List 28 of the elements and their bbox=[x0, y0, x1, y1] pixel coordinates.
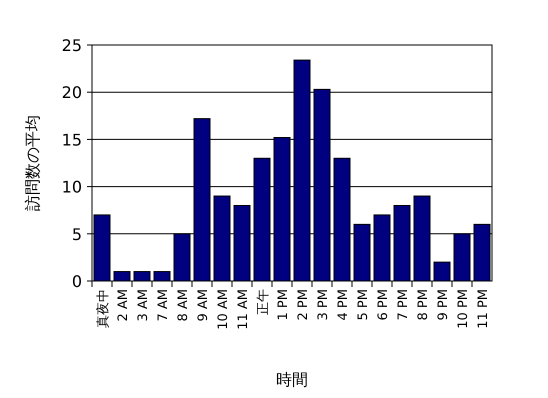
x-tick-label: 11 PM bbox=[476, 289, 491, 329]
x-tick-label: 1 PM bbox=[276, 289, 291, 320]
x-tick-label: 8 PM bbox=[416, 289, 431, 320]
x-tick-label: 4 PM bbox=[336, 289, 351, 320]
x-tick-label: 7 AM bbox=[156, 289, 171, 322]
x-tick-label: 5 PM bbox=[356, 289, 371, 320]
x-tick-label: 9 AM bbox=[196, 289, 211, 322]
x-tick-label: 2 PM bbox=[296, 289, 311, 320]
x-tick-label: 2 AM bbox=[116, 289, 131, 322]
x-tick-label: 6 PM bbox=[376, 289, 391, 320]
x-tick-label: 真夜中 bbox=[95, 289, 111, 328]
x-tick-label: 3 AM bbox=[136, 289, 151, 322]
y-tick-label: 15 bbox=[62, 130, 82, 150]
x-tick-label: 正午 bbox=[256, 289, 271, 315]
x-tick-label: 8 AM bbox=[176, 289, 191, 322]
x-tick-label: 10 PM bbox=[456, 289, 471, 329]
x-tick-label: 11 AM bbox=[236, 289, 251, 330]
y-tick-label: 5 bbox=[72, 224, 82, 244]
x-tick-label: 3 PM bbox=[316, 289, 331, 320]
x-tick-label: 7 PM bbox=[396, 289, 411, 320]
y-tick-label: 25 bbox=[62, 36, 82, 55]
x-tick-label: 9 PM bbox=[436, 289, 451, 320]
y-tick-label: 10 bbox=[62, 178, 82, 197]
y-axis-title: 訪問数の平均 bbox=[23, 115, 42, 211]
y-tick-label: 0 bbox=[72, 272, 82, 291]
x-axis-title: 時間 bbox=[276, 370, 308, 389]
y-tick-label: 20 bbox=[62, 83, 82, 102]
x-tick-label: 10 AM bbox=[216, 289, 231, 330]
